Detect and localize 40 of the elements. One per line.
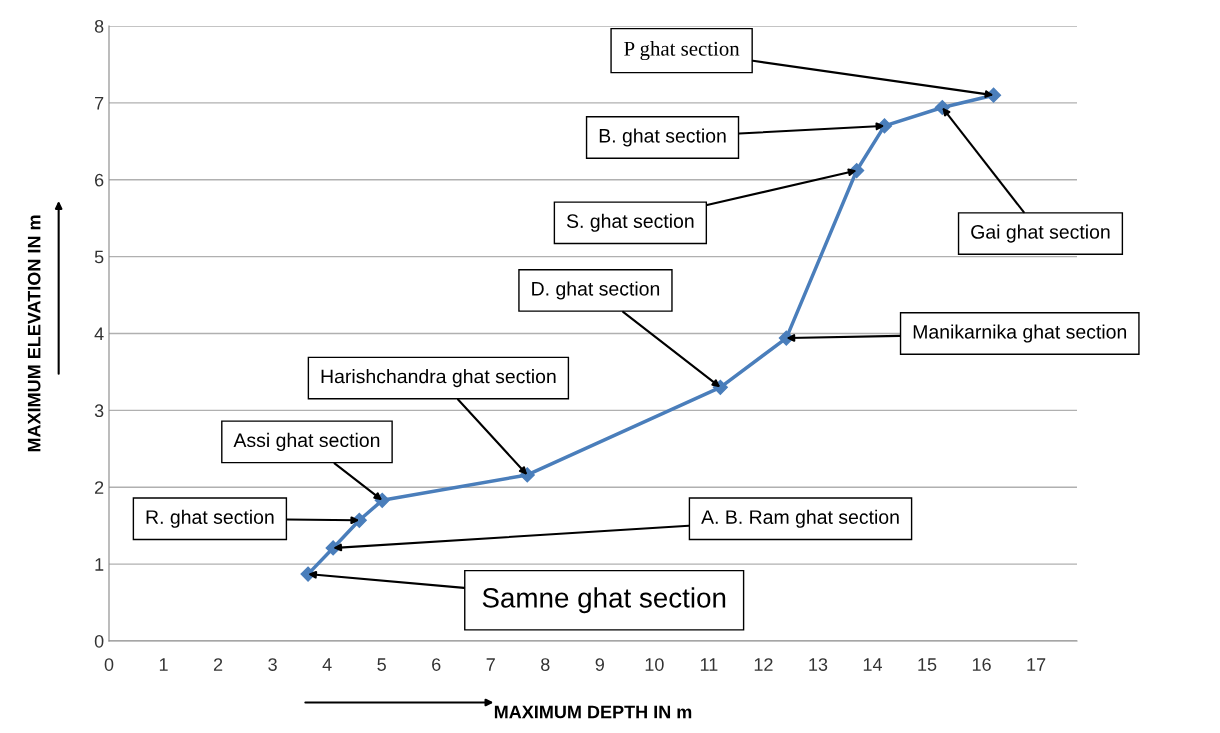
- x-tick-label: 10: [645, 658, 664, 671]
- x-tick-label: 0: [104, 658, 114, 671]
- annotation: Assi ghat section: [233, 432, 380, 451]
- x-tick-label: 3: [268, 658, 277, 671]
- x-tick-label: 2: [213, 658, 223, 671]
- x-tick-label: 5: [377, 658, 386, 671]
- y-tick-label: 8: [94, 19, 104, 33]
- annotation: D. ghat section: [532, 281, 660, 300]
- y-tick-label: 6: [95, 173, 104, 187]
- x-tick-label: 11: [700, 658, 718, 671]
- annotation: R. ghat section: [146, 509, 274, 528]
- annotation: B. ghat section: [599, 128, 726, 147]
- y-axis-title: MAXIMUM ELEVATION IN m: [27, 215, 41, 452]
- y-tick-label: 5: [94, 250, 104, 264]
- y-tick-label: 0: [94, 634, 104, 648]
- x-tick-label: 14: [863, 658, 883, 671]
- x-tick-label: 7: [486, 658, 495, 671]
- y-tick-label: 3: [94, 404, 104, 418]
- y-tick-label: 2: [95, 481, 104, 494]
- x-tick-label: 9: [595, 658, 604, 671]
- annotation: P ghat section: [624, 41, 740, 61]
- annotation: A. B. Ram ghat section: [701, 509, 899, 528]
- annotation: Gai ghat section: [971, 224, 1110, 243]
- x-tick-label: 17: [1027, 658, 1046, 671]
- x-tick-label: 12: [754, 658, 773, 671]
- x-tick-label: 1: [159, 658, 168, 671]
- annotation: S. ghat section: [566, 213, 694, 232]
- x-axis-title: MAXIMUM DEPTH IN m: [494, 705, 692, 719]
- y-tick-label: 4: [94, 327, 104, 341]
- x-tick-label: 16: [972, 658, 991, 671]
- annotation: Manikarnika ghat section: [913, 324, 1127, 343]
- x-tick-label: 6: [432, 658, 441, 671]
- x-tick-label: 13: [809, 658, 828, 671]
- x-tick-label: 8: [541, 658, 550, 671]
- x-tick-label: 15: [918, 658, 937, 671]
- annotation: Samne ghat section: [482, 587, 726, 614]
- x-tick-label: 4: [322, 658, 332, 671]
- y-tick-label: 1: [95, 558, 104, 571]
- y-tick-label: 7: [95, 97, 104, 110]
- annotation: Harishchandra ghat section: [321, 369, 556, 388]
